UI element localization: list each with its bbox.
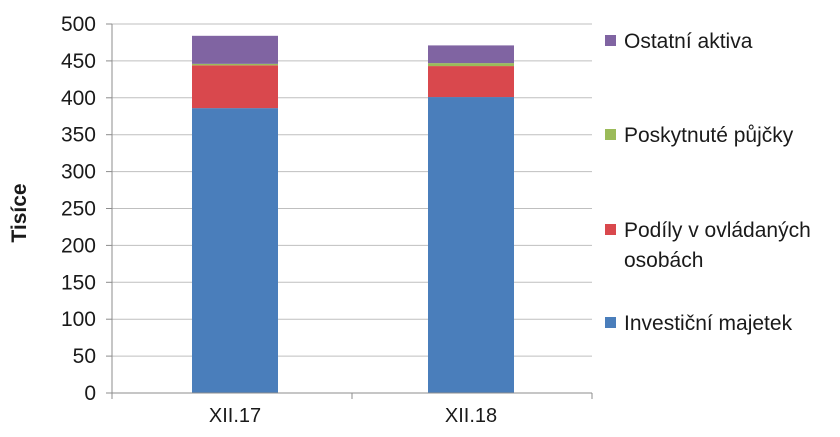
legend-label: Poskytnuté půjčky [624, 124, 794, 147]
x-category-labels: XII.17 XII.18 [209, 405, 497, 427]
y-tick-label: 150 [61, 271, 96, 294]
legend-label-line: osobách [624, 249, 704, 272]
bar-segment [428, 45, 514, 64]
y-tick-label: 400 [61, 87, 96, 110]
bar-segment [192, 63, 278, 66]
bar-segment [428, 66, 514, 98]
legend-item: Ostatní aktiva [605, 27, 752, 57]
legend-swatch [605, 35, 616, 46]
y-axis-title: Tisíce [8, 183, 31, 242]
y-tick-label: 300 [61, 161, 96, 184]
y-tick-labels: 0 50 100 150 200 250 300 350 400 450 500 [61, 13, 96, 405]
legend-item: Poskytnuté půjčky [605, 121, 793, 151]
axes [106, 23, 593, 399]
y-tick-label: 500 [61, 13, 96, 36]
x-category-label: XII.18 [445, 405, 497, 427]
legend-label: Ostatní aktiva [624, 30, 753, 53]
bar-segment [428, 63, 514, 67]
y-tick-label: 350 [61, 124, 96, 147]
legend-swatch [605, 129, 616, 140]
bar-segment [192, 35, 278, 64]
gridlines [112, 23, 592, 357]
legend: Ostatní aktiva Poskytnuté půjčky Podíly v … [605, 0, 840, 437]
y-tick-label: 50 [73, 345, 96, 368]
bars [192, 35, 514, 393]
legend-label-line: Podíly v ovládaných [624, 219, 811, 242]
y-tick-label: 250 [61, 198, 96, 221]
legend-label: Podíly v ovládaných osobách [624, 216, 811, 276]
legend-swatch [605, 224, 616, 235]
y-tick-label: 450 [61, 50, 96, 73]
legend-item: Podíly v ovládaných osobách [605, 216, 811, 276]
y-tick-label: 0 [84, 382, 96, 405]
legend-item: Investiční majetek [605, 309, 792, 339]
bar-segment [428, 97, 514, 393]
bar-segment [192, 108, 278, 393]
x-category-label: XII.17 [209, 405, 261, 427]
bar-segment [192, 65, 278, 109]
legend-label: Investiční majetek [624, 312, 793, 335]
legend-swatch [605, 317, 616, 328]
y-tick-label: 100 [61, 308, 96, 331]
y-tick-label: 200 [61, 234, 96, 257]
